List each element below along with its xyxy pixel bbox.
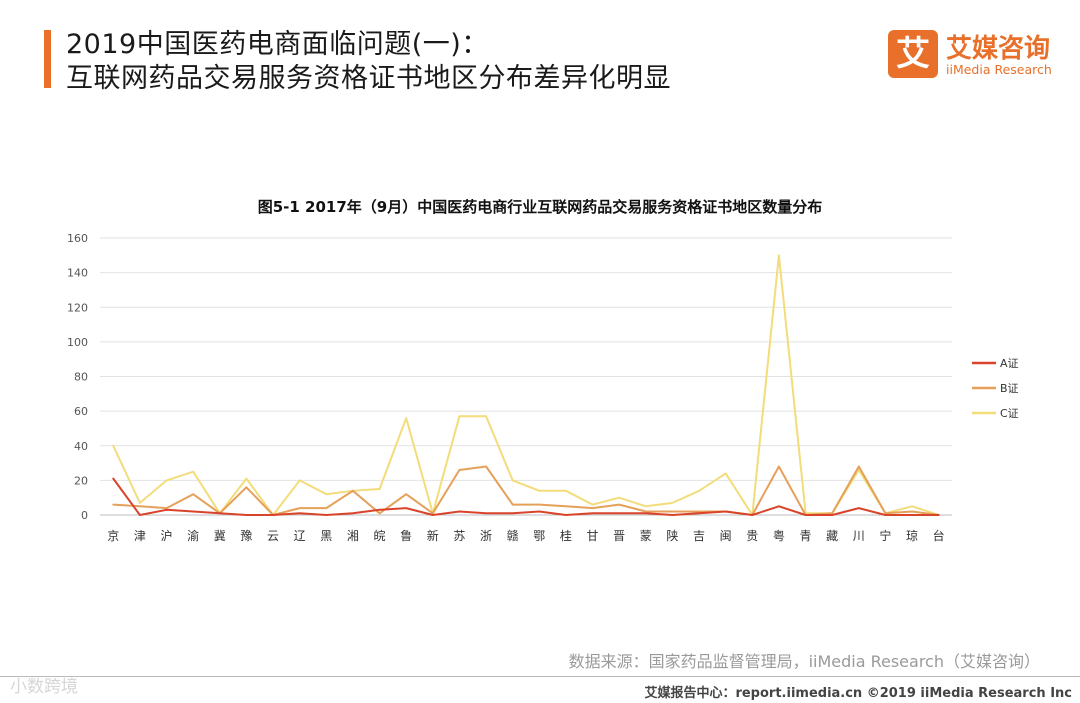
title-accent-bar xyxy=(44,30,51,88)
x-tick-label: 蒙 xyxy=(640,529,652,543)
y-tick-label: 0 xyxy=(81,509,88,522)
x-tick-label: 鄂 xyxy=(533,529,545,543)
x-tick-label: 赣 xyxy=(507,529,519,543)
x-tick-label: 苏 xyxy=(453,529,465,543)
footer-credit: 艾媒报告中心：report.iimedia.cn ©2019 iiMedia R… xyxy=(644,686,1072,701)
legend-label: B证 xyxy=(1000,382,1019,395)
x-tick-label: 云 xyxy=(267,529,279,543)
footer-divider xyxy=(0,676,1080,677)
y-tick-label: 100 xyxy=(67,336,88,349)
logo-mark: 艾 xyxy=(888,30,938,78)
x-tick-label: 桂 xyxy=(560,528,572,543)
legend-label: A证 xyxy=(1000,357,1019,370)
x-tick-label: 宁 xyxy=(879,528,891,543)
x-tick-label: 辽 xyxy=(294,529,306,543)
y-tick-label: 80 xyxy=(74,371,88,384)
x-tick-label: 青 xyxy=(800,529,812,543)
page-title-line2: 互联网药品交易服务资格证书地区分布差异化明显 xyxy=(66,63,671,94)
data-source: 数据来源：国家药品监督管理局，iiMedia Research（艾媒咨询） xyxy=(568,652,1040,671)
x-tick-label: 甘 xyxy=(587,529,599,543)
y-tick-label: 160 xyxy=(67,232,88,245)
series-line-a xyxy=(112,477,940,516)
x-tick-label: 沪 xyxy=(161,529,173,543)
series-line-b xyxy=(112,465,940,516)
x-tick-label: 湘 xyxy=(347,528,359,543)
x-tick-label: 藏 xyxy=(826,529,838,543)
y-tick-label: 140 xyxy=(67,267,88,280)
x-tick-label: 冀 xyxy=(214,529,226,543)
y-tick-label: 120 xyxy=(67,301,88,314)
x-tick-label: 黑 xyxy=(320,529,332,543)
chart-title: 图5-1 2017年（9月）中国医药电商行业互联网药品交易服务资格证书地区数量分… xyxy=(257,198,823,216)
x-tick-label: 粤 xyxy=(773,528,785,543)
x-tick-label: 京 xyxy=(107,529,119,543)
legend-label: C证 xyxy=(1000,407,1019,420)
x-tick-label: 吉 xyxy=(693,529,705,543)
y-tick-label: 60 xyxy=(74,405,88,418)
logo-name-en: iiMedia Research xyxy=(946,62,1052,77)
y-tick-label: 20 xyxy=(74,474,88,487)
x-tick-label: 川 xyxy=(853,529,865,543)
x-tick-label: 陕 xyxy=(666,528,678,543)
y-tick-label: 40 xyxy=(74,440,88,453)
x-tick-label: 鲁 xyxy=(400,529,412,543)
x-tick-label: 晋 xyxy=(613,529,625,543)
x-tick-label: 闽 xyxy=(720,529,732,543)
x-tick-label: 豫 xyxy=(240,529,252,543)
x-tick-label: 皖 xyxy=(374,529,386,543)
x-tick-label: 台 xyxy=(933,528,945,543)
x-tick-label: 贵 xyxy=(746,529,758,543)
page-title-line1: 2019中国医药电商面临问题(一)： xyxy=(66,29,489,60)
watermark: 小数跨境 xyxy=(10,677,78,697)
x-tick-label: 琼 xyxy=(906,528,918,543)
x-tick-label: 津 xyxy=(134,529,146,543)
x-tick-label: 新 xyxy=(427,528,439,543)
x-tick-label: 浙 xyxy=(480,529,492,543)
series-line-c xyxy=(112,254,940,516)
x-tick-label: 渝 xyxy=(187,528,199,543)
logo-name-cn: 艾媒咨询 xyxy=(946,34,1051,64)
